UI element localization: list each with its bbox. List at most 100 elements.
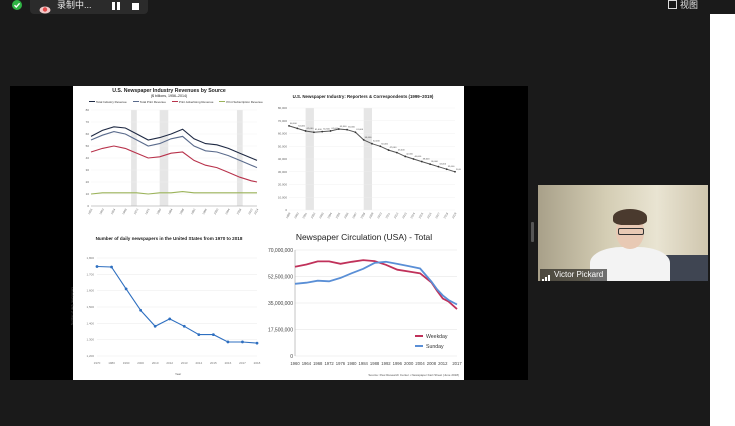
circulation-series-line bbox=[294, 259, 458, 310]
y-tick-label: 0 bbox=[285, 208, 287, 212]
stop-recording-button[interactable] bbox=[132, 3, 139, 10]
x-tick-label: 2010 bbox=[152, 361, 159, 365]
data-label: 62,000 bbox=[307, 128, 314, 130]
x-tick-label: 1988 bbox=[178, 207, 185, 215]
data-point bbox=[396, 151, 398, 154]
y-tick-label: 80,000 bbox=[278, 106, 288, 110]
x-tick-label: 1968 bbox=[313, 361, 323, 366]
x-tick-label: 1992 bbox=[190, 207, 197, 215]
data-label: 45,000 bbox=[398, 150, 405, 152]
daily-newspapers-chart: Number of daily newspapers in the United… bbox=[70, 234, 263, 378]
legend-item: Total Industry Revenue bbox=[89, 100, 127, 104]
x-tick-label: 1984 bbox=[167, 207, 174, 215]
x-tick-label: 1970 bbox=[94, 361, 101, 365]
x-tick-label: 2014 bbox=[195, 361, 202, 365]
panel-resize-handle[interactable] bbox=[531, 222, 534, 242]
x-tick-label: 2011 bbox=[384, 212, 391, 220]
x-tick-label: 2017 bbox=[239, 361, 246, 365]
x-tick-label: 2013 bbox=[401, 211, 408, 219]
y-tick-label: 1,300 bbox=[86, 338, 94, 342]
x-tick-label: 1996 bbox=[201, 207, 208, 215]
view-button[interactable]: 视图 bbox=[668, 0, 698, 11]
x-tick-label: 2015 bbox=[418, 211, 425, 219]
data-label: 40,000 bbox=[415, 156, 422, 158]
x-tick-label: 2006 bbox=[343, 211, 350, 219]
data-point bbox=[241, 340, 244, 344]
y-tick-label: 52,500,000 bbox=[268, 275, 293, 281]
x-tick-label: 2012 bbox=[393, 211, 400, 219]
circulation-chart: Newspaper Circulation (USA) - Total 0 17,… bbox=[265, 230, 463, 380]
legend-item: Total Print Revenue bbox=[132, 100, 166, 104]
data-label: 63,500 bbox=[340, 126, 347, 128]
data-label: 61,000 bbox=[356, 129, 363, 131]
x-tick-label: 2010 bbox=[376, 211, 383, 219]
data-point bbox=[429, 163, 431, 165]
x-tick-label: 1999 bbox=[285, 211, 292, 219]
y-tick-label: 30 bbox=[86, 168, 90, 172]
data-label: 42,000 bbox=[406, 153, 413, 155]
y-tick-label: 1,700 bbox=[86, 272, 94, 276]
data-label: 47,000 bbox=[390, 147, 397, 149]
security-shield-icon[interactable] bbox=[12, 0, 22, 10]
x-tick-label: 1976 bbox=[336, 361, 346, 366]
presentation-slide: U.S. Newspaper Industry Revenues by Sour… bbox=[70, 86, 464, 380]
y-tick-label: 1,800 bbox=[86, 256, 94, 260]
grid-view-icon bbox=[668, 0, 677, 9]
x-tick-label: 1956 bbox=[87, 207, 94, 215]
x-tick-label: 1960 bbox=[290, 361, 300, 366]
y-tick-label: 70 bbox=[86, 120, 90, 124]
data-point bbox=[354, 131, 357, 134]
data-point bbox=[362, 138, 365, 141]
y-tick-label: 40 bbox=[86, 156, 90, 160]
legend-label: Sunday bbox=[426, 344, 444, 350]
x-tick-label: 2008 bbox=[427, 361, 437, 366]
y-tick-label: 50,000 bbox=[278, 144, 288, 148]
x-tick-label: 1980 bbox=[156, 207, 163, 215]
data-label: 66,000 bbox=[290, 123, 297, 125]
x-tick-label: 1992 bbox=[381, 361, 391, 366]
x-tick-label: 2016 bbox=[225, 361, 232, 365]
y-tick-label: 1,400 bbox=[86, 321, 94, 325]
y-tick-label: 20,000 bbox=[278, 183, 288, 187]
x-tick-label: 1972 bbox=[324, 361, 334, 366]
x-tick-label: 1968 bbox=[121, 207, 128, 215]
pause-recording-button[interactable] bbox=[112, 2, 120, 10]
circulation-chart-source: Source: Pew Research Center • Newspaper … bbox=[368, 373, 459, 377]
y-tick-label: 1,600 bbox=[86, 289, 94, 293]
y-tick-label: 60,000 bbox=[278, 132, 288, 136]
y-tick-label: 0 bbox=[87, 204, 89, 208]
daily-newspapers-plot: 1,200 1,300 1,400 1,500 1,600 1,700 1,800 1970 1… bbox=[86, 256, 260, 365]
cloud-recording-icon bbox=[39, 1, 51, 14]
data-label: 30,000 bbox=[456, 169, 461, 171]
data-label: 38,000 bbox=[423, 159, 430, 161]
x-tick-label: 2014 bbox=[409, 211, 416, 219]
participant-video-tile[interactable]: Victor Pickard bbox=[538, 185, 708, 281]
revenue-chart-title: U.S. Newspaper Industry Revenues by Sour… bbox=[112, 88, 226, 94]
data-label: 61,000 bbox=[315, 129, 322, 131]
y-tick-label: 50 bbox=[86, 144, 90, 148]
x-tick-label: 2008 bbox=[360, 211, 367, 219]
revenue-series-line bbox=[90, 145, 258, 183]
x-tick-label: 2009 bbox=[368, 211, 375, 219]
x-tick-label: 1984 bbox=[359, 361, 369, 366]
data-point bbox=[412, 158, 415, 160]
data-label: 34,000 bbox=[439, 164, 446, 166]
data-label: 62,000 bbox=[332, 128, 339, 130]
data-label: 55,000 bbox=[365, 137, 372, 139]
y-tick-label: 30,000 bbox=[278, 170, 288, 174]
x-tick-label: 1964 bbox=[302, 361, 312, 366]
revenue-series-line bbox=[90, 191, 257, 195]
recording-label: 录制中... bbox=[57, 0, 92, 10]
daily-newspapers-xlabel: Year bbox=[175, 372, 182, 376]
reporters-chart-title: U.S. Newspaper Industry: Reporters & Cor… bbox=[292, 94, 434, 99]
y-tick-label: 1,200 bbox=[86, 354, 94, 358]
circulation-series-line bbox=[294, 260, 458, 306]
data-point bbox=[211, 333, 215, 337]
circulation-chart-title: Newspaper Circulation (USA) - Total bbox=[295, 232, 433, 242]
x-tick-label: 1980 bbox=[347, 361, 357, 366]
x-tick-label: 2017 bbox=[452, 361, 462, 366]
data-label: 63,000 bbox=[348, 127, 355, 129]
data-point bbox=[445, 168, 448, 171]
y-tick-label: 80 bbox=[86, 108, 90, 112]
x-tick-label: 2004 bbox=[326, 211, 333, 219]
